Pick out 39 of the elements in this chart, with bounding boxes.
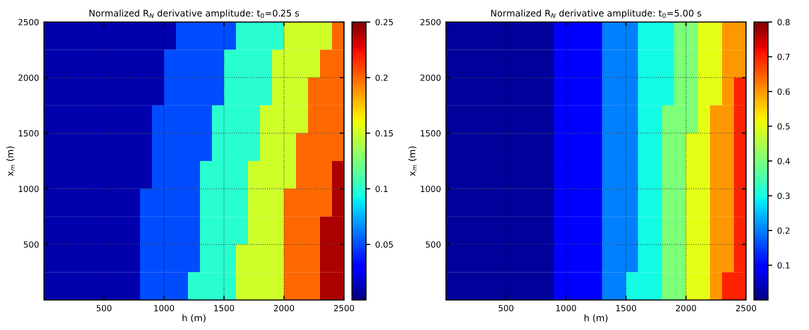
y-tick-label: 1000 — [18, 186, 39, 192]
x-tick-label: 1000 — [556, 305, 576, 312]
x-tick-label: 500 — [96, 305, 112, 312]
chart-title: Normalized R$_{N}$ derivative amplitude: t$_{0}$=0.25 s — [89, 10, 299, 18]
y-tick-label: 500 — [426, 241, 441, 248]
y-tick-label: 2000 — [420, 74, 441, 81]
color-bar-label: 0.6 — [778, 88, 790, 95]
y-tick-label: 500 — [24, 241, 39, 248]
chart-title: Normalized R$_{N}$ derivative amplitude: t$_{0}$=5.00 s — [491, 10, 702, 18]
color-bar-label: 0.15 — [376, 130, 393, 136]
color-bar-label: 0.5 — [778, 123, 790, 130]
y-tick-label: 1000 — [420, 186, 441, 192]
color-bar-label: 0.4 — [778, 158, 790, 164]
color-bar-label: 0.8 — [778, 18, 790, 26]
color-bar-label: 0.2 — [376, 74, 388, 81]
x-tick-label: 1000 — [154, 305, 174, 312]
x-tick-label: 2500 — [736, 305, 756, 312]
y-tick-label: 1500 — [18, 130, 39, 136]
color-bar-label: 0.1 — [376, 186, 388, 192]
y-tick-label: 2500 — [18, 18, 39, 26]
y-axis-title: x$_{m}$ (m) — [408, 146, 417, 176]
y-tick-label: 2000 — [18, 74, 39, 81]
x-tick-label: 2500 — [334, 305, 354, 312]
color-bar-label: 0.05 — [376, 241, 393, 248]
color-bar-label: 0.7 — [778, 54, 790, 60]
x-tick-label: 500 — [498, 305, 514, 312]
color-bar-label: 0.3 — [778, 192, 790, 200]
y-tick-label: 2500 — [420, 18, 441, 26]
color-bar-label: 0.1 — [778, 262, 790, 269]
x-tick-label: 1500 — [214, 305, 234, 312]
x-axis-title: h (m) — [584, 314, 608, 322]
x-axis-title: h (m) — [182, 314, 206, 322]
y-tick-label: 1500 — [420, 130, 441, 136]
color-bar-label: 0.25 — [376, 18, 393, 26]
x-tick-label: 2000 — [676, 305, 696, 312]
color-bar-label: 0.2 — [778, 227, 790, 234]
x-tick-label: 2000 — [274, 305, 294, 312]
y-axis-title: x$_{m}$ (m) — [6, 146, 15, 176]
x-tick-label: 1500 — [616, 305, 636, 312]
